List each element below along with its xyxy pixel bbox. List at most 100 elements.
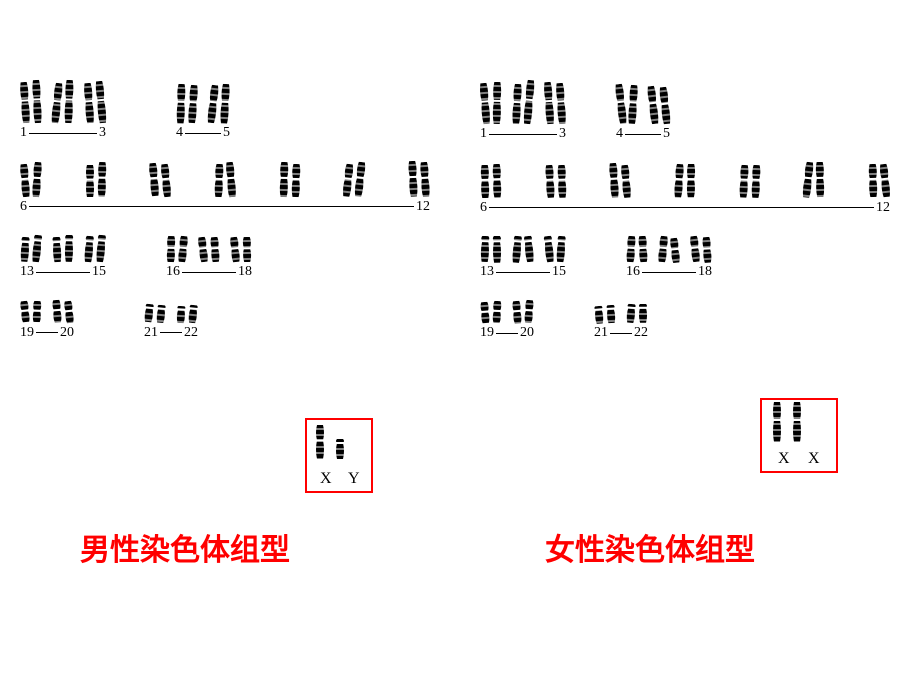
chromosome-icon <box>225 161 238 197</box>
chromosome-pair <box>176 84 198 124</box>
label-12f: 12 <box>876 200 890 216</box>
chromosome-icon <box>542 81 555 124</box>
group-16-18: 1618 <box>166 236 252 280</box>
group-16-18f: 1618 <box>626 236 712 280</box>
chromosome-pair <box>20 301 42 322</box>
chromosome-pair <box>674 164 696 198</box>
chromosome-pair <box>52 80 74 123</box>
label-4: 4 <box>176 125 183 141</box>
chromosome-icon <box>95 235 107 263</box>
chromosome-icon <box>544 165 556 198</box>
chromosome-icon <box>353 162 367 197</box>
chromosome-pair <box>868 164 890 197</box>
chromosome-icon <box>32 301 43 323</box>
chromosome-pair <box>20 80 42 123</box>
chromosome-icon <box>187 85 199 124</box>
chromosome-icon <box>801 162 815 198</box>
chromosome-pair <box>480 82 502 124</box>
label-3: 3 <box>99 125 106 141</box>
row-4f: 1920 2122 <box>480 300 900 341</box>
chromosome-icon <box>206 85 220 124</box>
chromosome-icon <box>94 81 108 124</box>
chromosome-pair <box>52 300 74 323</box>
chromosome-icon <box>511 235 523 262</box>
chromosome-icon <box>673 164 685 198</box>
row-4: 1920 2122 <box>20 300 440 341</box>
chromosome-icon <box>593 305 604 323</box>
chromosome-pair <box>545 165 567 198</box>
chromosome-icon <box>83 83 96 124</box>
chromosome-icon <box>31 235 44 263</box>
chromosome-icon <box>492 236 502 263</box>
chromosome-pair <box>84 235 106 262</box>
row-3: 1315 1618 <box>20 235 440 280</box>
chromosome-icon <box>479 301 491 323</box>
group-13-15: 1315 <box>20 235 106 280</box>
chromosome-icon <box>627 85 639 124</box>
female-sex-chroms <box>772 402 802 442</box>
chromosome-icon <box>63 80 74 124</box>
chromosome-pair <box>20 162 42 197</box>
x-chromosome-icon <box>315 425 325 459</box>
label-3f: 3 <box>559 126 566 142</box>
chromosome-icon <box>197 237 210 263</box>
label-21: 21 <box>144 325 158 341</box>
chromosome-icon <box>31 80 43 124</box>
chromosome-icon <box>657 236 669 263</box>
label-20: 20 <box>60 325 74 341</box>
label-15f: 15 <box>552 264 566 280</box>
label-15: 15 <box>92 264 106 280</box>
chromosome-icon <box>85 165 95 197</box>
chromosome-pair <box>609 163 631 198</box>
chromosome-pair <box>616 84 638 124</box>
chromosome-pair <box>176 305 198 323</box>
chromosome-icon <box>658 86 672 124</box>
chromosome-icon <box>242 237 252 262</box>
chromosome-icon <box>19 164 32 198</box>
chromosome-icon <box>290 163 301 197</box>
chromosome-icon <box>176 305 187 323</box>
chromosome-pair <box>512 236 534 263</box>
chromosome-icon <box>701 236 713 262</box>
chromosome-pair <box>594 305 616 323</box>
chromosome-pair <box>480 236 502 263</box>
label-1f: 1 <box>480 126 487 142</box>
group-19-20f: 1920 <box>480 300 534 341</box>
group-4-5: 45 <box>176 84 230 142</box>
label-20f: 20 <box>520 325 534 341</box>
label-18: 18 <box>238 264 252 280</box>
chromosome-icon <box>51 236 62 262</box>
chromosome-pair <box>480 164 502 198</box>
chromosome-icon <box>31 161 43 197</box>
chromosome-pair <box>512 300 534 323</box>
chromosome-icon <box>96 162 107 197</box>
chromosome-pair <box>208 84 230 124</box>
chromosome-icon <box>511 84 523 125</box>
male-karyotype-panel: 13 45 612 1315 1618 1920 2122 <box>20 80 440 361</box>
chromosome-icon <box>878 164 891 198</box>
chromosome-icon <box>143 304 155 323</box>
chromosome-pair <box>343 162 365 197</box>
chromosome-icon <box>620 165 633 198</box>
label-21f: 21 <box>594 325 608 341</box>
label-13f: 13 <box>480 264 494 280</box>
group-21-22f: 2122 <box>594 304 648 341</box>
group-21-22: 2122 <box>144 304 198 340</box>
female-x2-label: X <box>808 450 820 468</box>
chromosome-icon <box>815 162 826 198</box>
female-caption: 女性染色体组型 <box>545 525 755 569</box>
chromosome-pair <box>803 162 825 198</box>
male-sex-chroms <box>315 425 345 459</box>
chromosome-icon <box>160 163 173 197</box>
label-19f: 19 <box>480 325 494 341</box>
chromosome-pair <box>626 236 648 262</box>
chromosome-pair <box>20 235 42 262</box>
chromosome-icon <box>614 84 628 125</box>
chromosome-icon <box>480 164 491 197</box>
chromosome-pair <box>739 165 761 198</box>
row-2f: 612 <box>480 162 900 216</box>
chromosome-icon <box>492 82 503 124</box>
chromosome-icon <box>738 165 749 198</box>
group-1-3f: 13 <box>480 80 566 142</box>
chromosome-pair <box>84 81 106 123</box>
